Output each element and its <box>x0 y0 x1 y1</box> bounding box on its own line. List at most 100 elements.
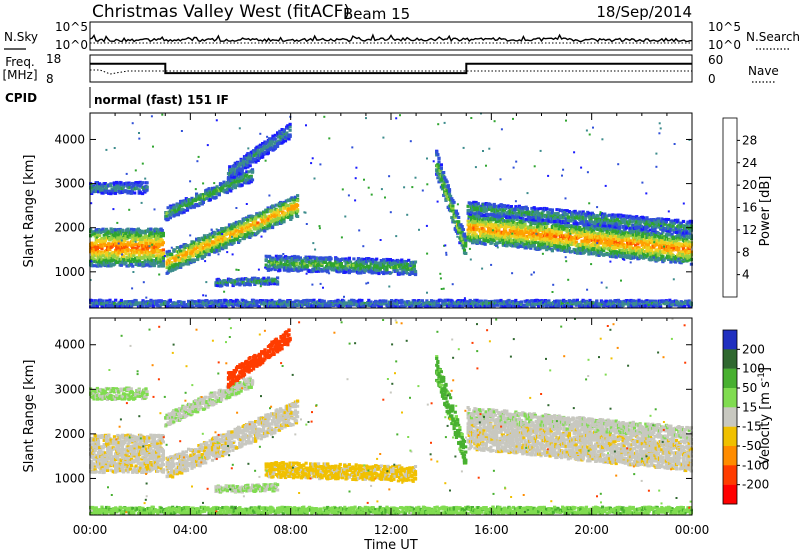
power-echo-cell <box>117 233 121 237</box>
power-echo-cell <box>235 237 240 241</box>
power-echo-cell <box>293 195 297 199</box>
power-echo-cell <box>445 180 449 184</box>
power-echo-cell <box>211 187 215 191</box>
power-echo-cell <box>144 238 148 242</box>
power-echo-cell <box>142 244 146 248</box>
power-echo-cell <box>175 203 179 207</box>
power-echo-cell <box>135 231 139 235</box>
power-echo-cell <box>221 227 225 231</box>
power-echo-cell <box>114 231 118 235</box>
power-echo-cell <box>112 185 116 189</box>
power-echo-cell <box>187 248 191 252</box>
power-echo-cell <box>224 246 228 250</box>
power-echo-cell <box>103 182 107 185</box>
power-echo-cell <box>255 213 259 217</box>
power-echo-cell <box>288 207 292 211</box>
power-echo-cell <box>217 249 221 253</box>
power-echo-cell <box>243 221 247 225</box>
power-echo-cell <box>296 215 300 218</box>
power-echo-cell <box>213 232 217 236</box>
power-echo-cell <box>222 245 226 249</box>
power-echo-cell <box>117 246 121 250</box>
power-echo-cell <box>266 219 270 223</box>
power-echo-cell <box>237 179 241 183</box>
power-echo-cell <box>191 254 195 258</box>
power-echo-cell <box>226 228 230 232</box>
power-echo-cell <box>199 193 203 197</box>
power-echo-cell <box>216 236 220 240</box>
noise-tick-bottom: 10^0 <box>55 38 88 52</box>
power-echo-cell <box>437 157 441 160</box>
power-echo-cell <box>165 262 169 266</box>
power-echo-cell <box>136 181 140 185</box>
power-echo-cell <box>109 183 113 187</box>
power-echo-cell <box>182 251 186 255</box>
power-echo-cell <box>179 249 183 253</box>
power-echo-cell <box>159 234 163 238</box>
power-echo-cell <box>167 258 171 262</box>
power-echo-cell <box>124 234 128 238</box>
power-echo-cell <box>233 180 237 184</box>
freq-tick-top: 18 <box>46 52 61 66</box>
power-echo-cell <box>160 229 164 232</box>
power-echo-cell <box>492 217 496 221</box>
power-echo-cell <box>141 247 145 251</box>
power-echo-cell <box>150 235 154 239</box>
power-echo-cell <box>136 183 140 187</box>
power-echo-cell <box>131 248 135 252</box>
power-echo-cell <box>161 263 165 267</box>
power-echo-cell <box>269 209 274 213</box>
power-echo-cell <box>174 210 178 214</box>
power-echo-cell <box>268 215 272 218</box>
power-echo-cell <box>529 226 533 230</box>
power-echo-cell <box>276 280 280 284</box>
power-echo-cell <box>232 175 236 179</box>
power-echo-cell <box>254 227 258 231</box>
power-echo-cell <box>152 250 156 254</box>
power-echo-cell <box>171 211 175 215</box>
power-echo-cell <box>192 258 196 262</box>
power-echo-cell <box>212 235 216 239</box>
power-echo-cell <box>130 230 134 234</box>
power-echo-cell <box>246 218 250 222</box>
power-echo-cell <box>296 199 300 203</box>
power-echo-cell <box>217 238 221 242</box>
power-echo-cell <box>92 257 96 261</box>
power-echo-cell <box>147 229 151 233</box>
power-echo-cell <box>250 178 255 182</box>
freq-label: Freq. <box>5 55 35 69</box>
power-echo-cell <box>274 213 278 217</box>
power-echo-cell <box>275 218 279 221</box>
power-echo-cell <box>141 251 145 255</box>
power-echo-cell <box>141 237 145 241</box>
power-echo-cell <box>190 252 194 256</box>
power-echo-cell <box>121 185 125 189</box>
power-echo-cell <box>228 165 232 169</box>
power-echo-cell <box>256 221 260 225</box>
power-echo-cell <box>288 134 292 138</box>
power-echo-cell <box>160 243 164 247</box>
power-echo-cell <box>137 188 141 192</box>
power-echo-cell <box>172 203 176 207</box>
power-echo-cell <box>133 191 137 195</box>
cpid-panel: CPID normal (fast) 151 IF <box>5 87 229 108</box>
power-echo-cell <box>95 181 99 184</box>
power-echo-cell <box>214 235 218 239</box>
noise-panel: N.Sky 10^5 10^0 10^5 10^0 N.Search <box>4 20 800 52</box>
power-echo-cell <box>290 216 294 220</box>
power-echo-cell <box>223 237 227 241</box>
power-echo-cell <box>117 237 121 241</box>
power-echo-cell <box>161 231 165 235</box>
power-echo-cell <box>207 189 211 192</box>
power-echo-cell <box>231 230 235 234</box>
power-echo-cell <box>115 245 119 249</box>
power-echo-cell <box>136 244 140 248</box>
power-echo-cell <box>257 214 261 218</box>
power-echo-cell <box>161 255 165 259</box>
power-echo-cell <box>205 197 209 200</box>
power-echo-cell <box>296 203 300 207</box>
power-echo-cell <box>104 234 109 238</box>
freq-tick-bottom: 8 <box>46 72 54 86</box>
power-echo-cell <box>131 240 135 244</box>
power-echo-cell <box>89 233 93 237</box>
